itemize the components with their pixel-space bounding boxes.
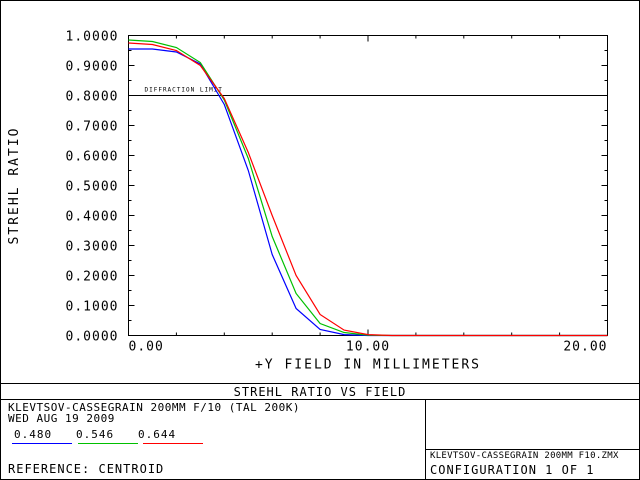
x-tick-label: 20.00 bbox=[563, 340, 607, 355]
y-tick-label: 0.2000 bbox=[66, 270, 119, 285]
y-tick-label: 0.7000 bbox=[66, 120, 119, 135]
legend-line-0644 bbox=[143, 443, 203, 444]
y-tick-label: 1.0000 bbox=[66, 30, 119, 45]
y-tick-label: 0.0000 bbox=[66, 330, 119, 345]
x-axis-label: +Y FIELD IN MILLIMETERS bbox=[255, 358, 481, 373]
series-group bbox=[128, 39, 608, 337]
legend-label-0480: 0.480 bbox=[14, 428, 53, 441]
y-axis-label: STREHL RATIO bbox=[7, 127, 22, 245]
diffraction-limit-label: DIFFRACTION LIMIT bbox=[145, 87, 223, 94]
file-name: KLEVTSOV-CASSEGRAIN 200MM F10.ZMX bbox=[430, 451, 619, 461]
date-stamp: WED AUG 19 2009 bbox=[8, 412, 115, 425]
legend-line-0480 bbox=[12, 443, 72, 444]
lens-info: KLEVTSOV-CASSEGRAIN 200MM F/10 (TAL 200K… bbox=[8, 402, 300, 424]
y-tick-label: 0.5000 bbox=[66, 180, 119, 195]
reference-label: REFERENCE: CENTROID bbox=[8, 462, 165, 476]
y-tick-label: 0.3000 bbox=[66, 240, 119, 255]
legend-label-0644: 0.644 bbox=[138, 428, 177, 441]
legend-line-0546 bbox=[78, 443, 138, 444]
x-tick-label: 10.00 bbox=[346, 340, 390, 355]
y-tick-label: 0.6000 bbox=[66, 150, 119, 165]
y-tick-label: 0.1000 bbox=[66, 300, 119, 315]
series-line-0.546 bbox=[128, 39, 608, 337]
y-tick-label: 0.9000 bbox=[66, 60, 119, 75]
y-tick-label: 0.4000 bbox=[66, 210, 119, 225]
x-tick-label: 0.00 bbox=[129, 340, 164, 355]
series-line-0.644 bbox=[128, 42, 608, 337]
axes: 0.0000 0.1000 0.2000 0.3000 0.4000 0.5000 0.60… bbox=[7, 30, 608, 373]
lens-name: KLEVTSOV-CASSEGRAIN 200MM F/10 (TAL 200K… bbox=[8, 401, 301, 414]
legend: 0.480 0.546 0.644 bbox=[14, 428, 200, 441]
legend-label-0546: 0.546 bbox=[76, 428, 115, 441]
chart-title: STREHL RATIO VS FIELD bbox=[1, 383, 639, 400]
configuration-label: CONFIGURATION 1 OF 1 bbox=[430, 463, 595, 477]
y-tick-label: 0.8000 bbox=[66, 90, 119, 105]
plot-area bbox=[128, 35, 608, 336]
